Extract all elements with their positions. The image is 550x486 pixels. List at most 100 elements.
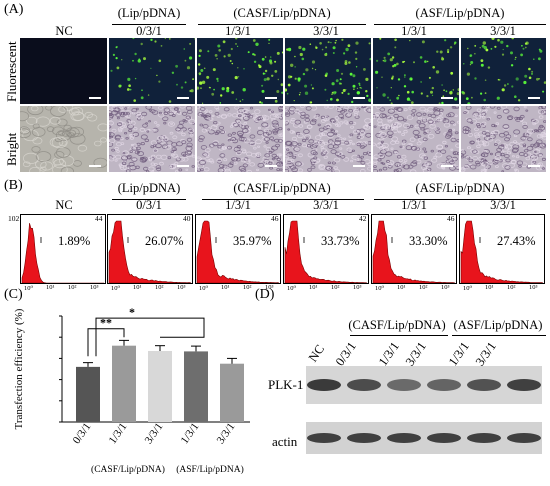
panel-d-blot-actin	[306, 422, 542, 454]
panel-a-group-asf-line	[374, 24, 546, 25]
panel-b-cond-3: 3/3/1	[313, 198, 339, 212]
lane-label: NC	[305, 342, 328, 365]
blot-band	[507, 379, 541, 391]
bright-field-image-5	[461, 106, 546, 172]
blot-band	[387, 379, 421, 391]
significance-bracket	[87, 328, 125, 357]
histogram-x-tick-label: 10⁰	[463, 285, 473, 292]
bar	[220, 363, 244, 422]
fluorescent-image-2	[197, 38, 283, 104]
blot-band	[347, 379, 381, 391]
histogram-y-max-label: 44	[95, 214, 103, 223]
scale-bar	[265, 97, 277, 99]
bar	[76, 366, 100, 422]
scale-bar	[265, 165, 277, 167]
panel-a-group-casf-line	[198, 24, 366, 25]
panel-b-cond-nc: NC	[55, 198, 73, 212]
histogram-y-max-label: 42	[359, 214, 367, 223]
panel-a-cond-1: 0/3/1	[136, 24, 162, 38]
fluorescent-image-4	[373, 38, 459, 104]
flow-histogram-0	[20, 214, 106, 284]
blot-band	[307, 379, 341, 391]
flow-histogram-2	[195, 214, 281, 284]
bar	[148, 350, 172, 422]
bright-field-image-3	[285, 106, 371, 172]
panel-a-cond-5: 3/3/1	[490, 24, 516, 38]
blot-band	[427, 379, 461, 391]
panel-b-cond-4: 1/3/1	[401, 198, 427, 212]
fluorescent-image-0	[20, 38, 107, 104]
histogram-x-tick-label: 10²	[155, 284, 164, 291]
panel-a-row-fluorescent: Fluorescent	[4, 41, 19, 102]
panel-a-group-lip: (Lip/pDNA)	[117, 6, 181, 20]
lane-label: 3/3/1	[472, 339, 499, 369]
panel-b-cond-1: 0/3/1	[136, 198, 162, 212]
group-label-casf: (CASF/Lip/pDNA)	[91, 464, 165, 475]
panel-d-letter: (D)	[255, 287, 275, 302]
panel-b-cond-5: 3/3/1	[490, 198, 516, 212]
blot-band	[307, 433, 341, 443]
scale-bar	[441, 97, 453, 99]
scale-bar	[528, 165, 540, 167]
histogram-x-tick-label: 10¹	[397, 284, 406, 291]
histogram-x-tick-label: 10²	[243, 284, 252, 291]
panel-a-group-asf: (ASF/Lip/pDNA)	[415, 6, 505, 20]
panel-d-band-label-actin: actin	[272, 434, 298, 449]
histogram-percentage: 33.73%	[321, 234, 360, 248]
group-label-asf: (ASF/Lip/pDNA)	[176, 464, 244, 475]
panel-d-group-casf-line	[350, 335, 448, 336]
flow-histogram-4	[371, 214, 457, 284]
histogram-x-tick-label: 10³	[265, 284, 274, 291]
flow-histogram-5	[459, 214, 545, 284]
blot-band	[427, 433, 461, 443]
histogram-x-tick-label: 10¹	[485, 284, 494, 291]
scale-bar	[441, 165, 453, 167]
panel-c-letter: (C)	[4, 287, 23, 302]
fluorescent-image-1	[109, 38, 195, 104]
panel-b-group-lip: (Lip/pDNA)	[117, 181, 181, 195]
lane-label: 3/3/1	[402, 339, 429, 369]
significance-mark: *	[129, 305, 135, 319]
panel-a-group-casf: (CASF/Lip/pDNA)	[233, 6, 331, 20]
blot-band	[347, 433, 381, 443]
panel-c-bar-chart: Transfection efficiency (%) 0/3/1 1/3/1 3/3…	[13, 305, 250, 475]
histogram-y-max-label: 46	[271, 214, 279, 223]
histogram-x-tick-label: 10³	[529, 284, 538, 291]
histogram-x-tick-label: 10¹	[221, 284, 230, 291]
histogram-y-max-label: 46	[447, 214, 455, 223]
panel-b-cond-2: 1/3/1	[225, 198, 251, 212]
bright-field-image-1	[109, 106, 195, 172]
blot-band	[467, 379, 501, 391]
panel-d-band-label-plk1: PLK-1	[268, 377, 304, 392]
bright-field-image-4	[373, 106, 459, 172]
panel-a-cond-nc: NC	[55, 24, 73, 38]
significance-bracket	[95, 317, 205, 357]
panel-b-letter: (B)	[4, 178, 23, 193]
histogram-percentage: 1.89%	[58, 234, 91, 248]
panel-d-blot-plk1	[306, 366, 542, 404]
bright-field-image-0	[20, 106, 107, 172]
histogram-x-tick-label: 10⁰	[111, 285, 121, 292]
histogram-x-tick-label: 10⁰	[24, 285, 34, 292]
histogram-x-tick-label: 10²	[331, 284, 340, 291]
histogram-x-tick-label: 10⁰	[375, 285, 385, 292]
scale-bar	[89, 165, 101, 167]
histogram-x-tick-label: 10¹	[46, 284, 55, 291]
histogram-x-tick-label: 10¹	[309, 284, 318, 291]
scale-bar	[528, 97, 540, 99]
panel-b-group-lip-line	[112, 199, 186, 200]
bar	[112, 345, 136, 422]
histogram-x-tick-label: 10¹	[133, 284, 142, 291]
panel-a-cond-3: 3/3/1	[313, 24, 339, 38]
histogram-x-tick-label: 10³	[353, 284, 362, 291]
flow-histogram-3	[283, 214, 369, 284]
significance-mark: **	[100, 316, 112, 330]
panel-b-group-casf-line	[202, 199, 364, 200]
lane-label: 1/3/1	[375, 339, 402, 369]
category-label: 1/3/1	[107, 421, 130, 446]
scale-bar	[177, 97, 189, 99]
histogram-x-tick-label: 10³	[177, 284, 186, 291]
histogram-y-max-label: 40	[183, 214, 191, 223]
fluorescent-image-5	[461, 38, 546, 104]
panel-b-group-asf: (ASF/Lip/pDNA)	[415, 181, 505, 195]
